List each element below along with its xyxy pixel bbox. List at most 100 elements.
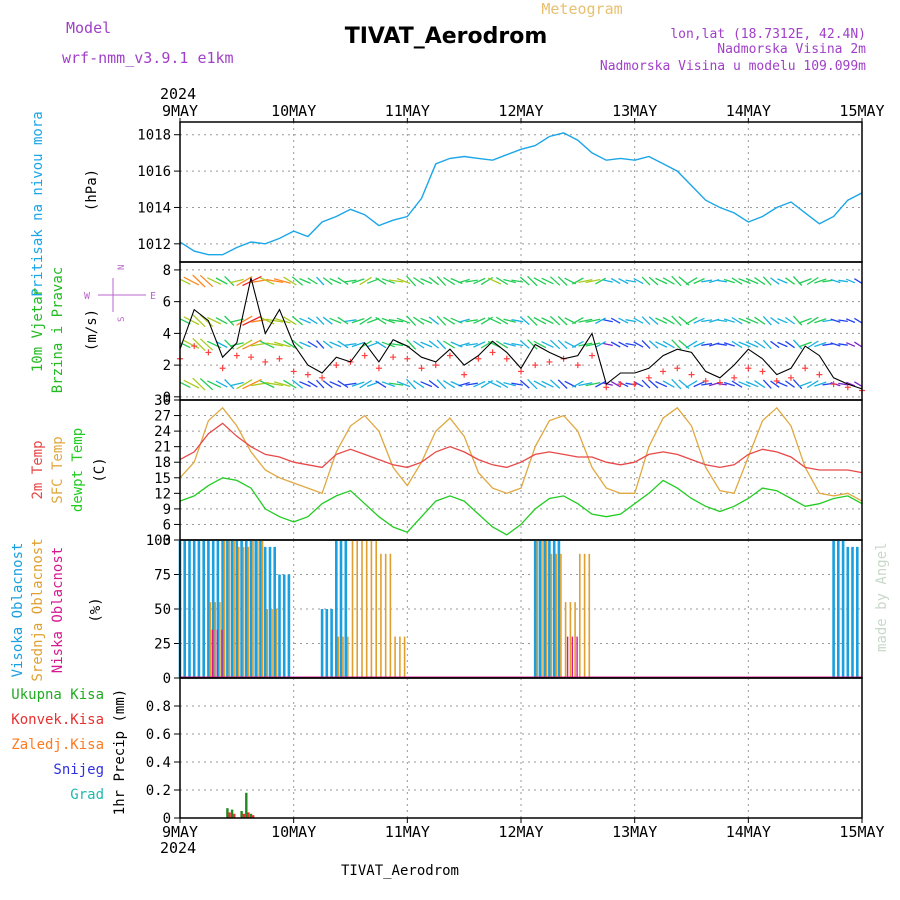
wind-barb — [420, 317, 433, 324]
wind-barb — [770, 316, 780, 325]
wind-barb — [585, 278, 601, 284]
wind-barb — [603, 279, 613, 283]
wind-barb — [838, 382, 848, 386]
wind-barb — [610, 277, 621, 285]
y-tick-label: 6 — [163, 517, 171, 533]
wind-barb — [465, 382, 478, 386]
wind-unit: (m/s) — [84, 309, 100, 351]
date-label-bottom: 12MAY — [498, 823, 543, 841]
mid-cloud-bar — [252, 540, 254, 678]
wind-barb — [396, 380, 411, 388]
mid-cloud-bar — [579, 553, 581, 678]
mid-cloud-bar — [266, 609, 268, 678]
wind-barb — [633, 317, 644, 324]
gust-point — [276, 355, 283, 362]
wind-barb — [215, 380, 228, 388]
wind-barb — [557, 339, 568, 350]
wind-barb — [701, 382, 713, 386]
y-tick-label: 15 — [154, 471, 171, 487]
high-cloud-bar — [221, 540, 224, 678]
wind-barb — [738, 381, 751, 388]
wind-barb — [236, 379, 253, 390]
wind-barb — [381, 317, 396, 324]
y-tick-label: 25 — [154, 637, 171, 653]
wind-barb — [549, 339, 561, 350]
mid-cloud-bar — [214, 602, 216, 678]
wind-barb — [838, 343, 848, 346]
wind-barb — [229, 381, 244, 387]
wind-barb — [420, 278, 433, 285]
wind-barb — [375, 277, 387, 285]
wind-barb — [344, 382, 357, 386]
wind-barb — [745, 381, 759, 388]
mid-cloud-bar — [569, 602, 572, 678]
high-cloud-bar — [339, 540, 343, 678]
wind-barb — [511, 319, 524, 323]
wind-barb — [798, 381, 812, 388]
wind-barb — [299, 278, 311, 284]
wind-barb — [375, 316, 387, 325]
gust-point — [688, 371, 695, 378]
wind-barb — [503, 381, 516, 387]
wind-barb — [777, 278, 788, 284]
wind-barb — [199, 338, 214, 351]
wind-barb — [344, 319, 357, 323]
wind-barb — [413, 316, 425, 325]
y-tick-label: 1018 — [137, 128, 171, 144]
wind-barb — [207, 380, 222, 388]
wind-barb — [541, 317, 554, 325]
wind-barb — [671, 315, 682, 326]
wind-barb — [480, 276, 494, 286]
wind-barb — [549, 276, 561, 286]
wind-barb — [259, 277, 275, 285]
wind-barb — [242, 339, 262, 350]
wind-barb — [633, 341, 644, 348]
high-cloud-bar — [249, 540, 253, 678]
wind-barb — [266, 279, 284, 284]
mid-cloud-bar — [347, 636, 349, 678]
wind-barb — [785, 340, 795, 349]
wind-barb — [519, 340, 530, 349]
wind-barb — [762, 315, 772, 326]
gust-point — [304, 371, 311, 378]
y-tick-label: 0 — [163, 811, 171, 827]
high-cloud-bar — [538, 540, 542, 678]
high-cloud-bar — [183, 540, 186, 678]
date-label-top: 13MAY — [612, 102, 657, 120]
high-cloud-bar — [841, 540, 845, 678]
wind-barb — [854, 341, 862, 348]
gust-point — [390, 354, 397, 361]
wind-barb — [388, 319, 404, 323]
gust-point — [503, 355, 510, 362]
wind-barb — [192, 274, 206, 288]
wind-barb — [180, 381, 191, 388]
wind-barb — [595, 277, 607, 285]
wind-barb — [618, 341, 629, 348]
wind-barb — [199, 274, 214, 288]
wind-barb — [754, 340, 766, 349]
wind-barb — [618, 278, 629, 285]
gust-point — [844, 384, 851, 391]
wind-barb — [428, 379, 439, 389]
wind-barb — [595, 317, 607, 325]
wind-barb — [428, 276, 439, 286]
high-cloud-bar — [837, 540, 840, 678]
wind-barb — [685, 380, 698, 389]
wind-barb — [266, 342, 284, 347]
wind-barb — [533, 340, 547, 349]
wind-barb — [273, 317, 291, 324]
gust-point — [262, 358, 269, 365]
gust-point — [773, 377, 780, 384]
date-label-top: 10MAY — [271, 102, 316, 120]
wind-barb — [291, 315, 304, 326]
wind-barb — [283, 379, 297, 389]
wind-barb — [541, 277, 554, 285]
gust-point — [589, 352, 596, 359]
wind-barb — [458, 318, 470, 323]
wind-barb — [578, 278, 593, 284]
wind-barb — [436, 339, 447, 350]
wind-barb — [473, 341, 486, 348]
wind-barb — [830, 318, 841, 323]
date-label-top: 14MAY — [726, 102, 771, 120]
wind-barb — [830, 342, 841, 347]
